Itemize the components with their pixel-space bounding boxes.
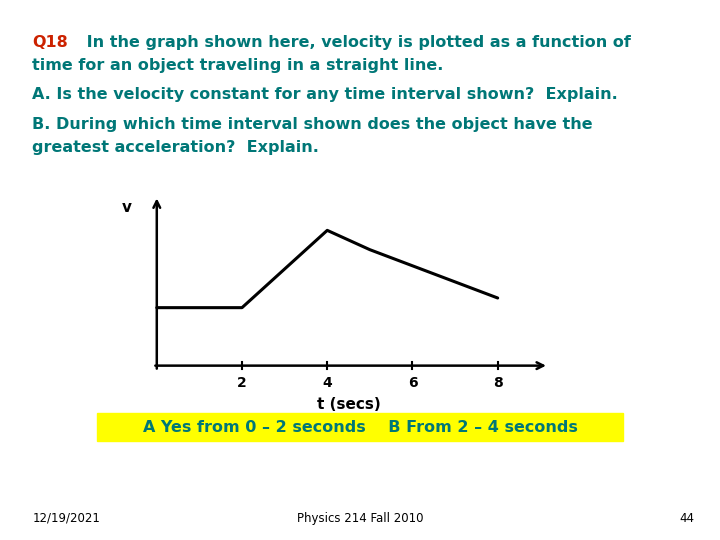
Text: 8: 8 <box>492 376 503 390</box>
Text: 44: 44 <box>680 512 695 525</box>
Text: B. During which time interval shown does the object have the: B. During which time interval shown does… <box>32 117 593 132</box>
Text: time for an object traveling in a straight line.: time for an object traveling in a straig… <box>32 58 444 73</box>
FancyBboxPatch shape <box>97 413 623 441</box>
Text: greatest acceleration?  Explain.: greatest acceleration? Explain. <box>32 140 319 156</box>
Text: v: v <box>122 200 132 215</box>
Text: 6: 6 <box>408 376 418 390</box>
Text: In the graph shown here, velocity is plotted as a function of: In the graph shown here, velocity is plo… <box>81 35 631 50</box>
Text: t (secs): t (secs) <box>317 396 380 411</box>
Text: Physics 214 Fall 2010: Physics 214 Fall 2010 <box>297 512 423 525</box>
Text: 4: 4 <box>323 376 332 390</box>
Text: 2: 2 <box>237 376 247 390</box>
Text: Q18: Q18 <box>32 35 68 50</box>
Text: 12/19/2021: 12/19/2021 <box>32 512 100 525</box>
Text: A. Is the velocity constant for any time interval shown?  Explain.: A. Is the velocity constant for any time… <box>32 87 618 103</box>
Text: A Yes from 0 – 2 seconds    B From 2 – 4 seconds: A Yes from 0 – 2 seconds B From 2 – 4 se… <box>143 420 577 435</box>
